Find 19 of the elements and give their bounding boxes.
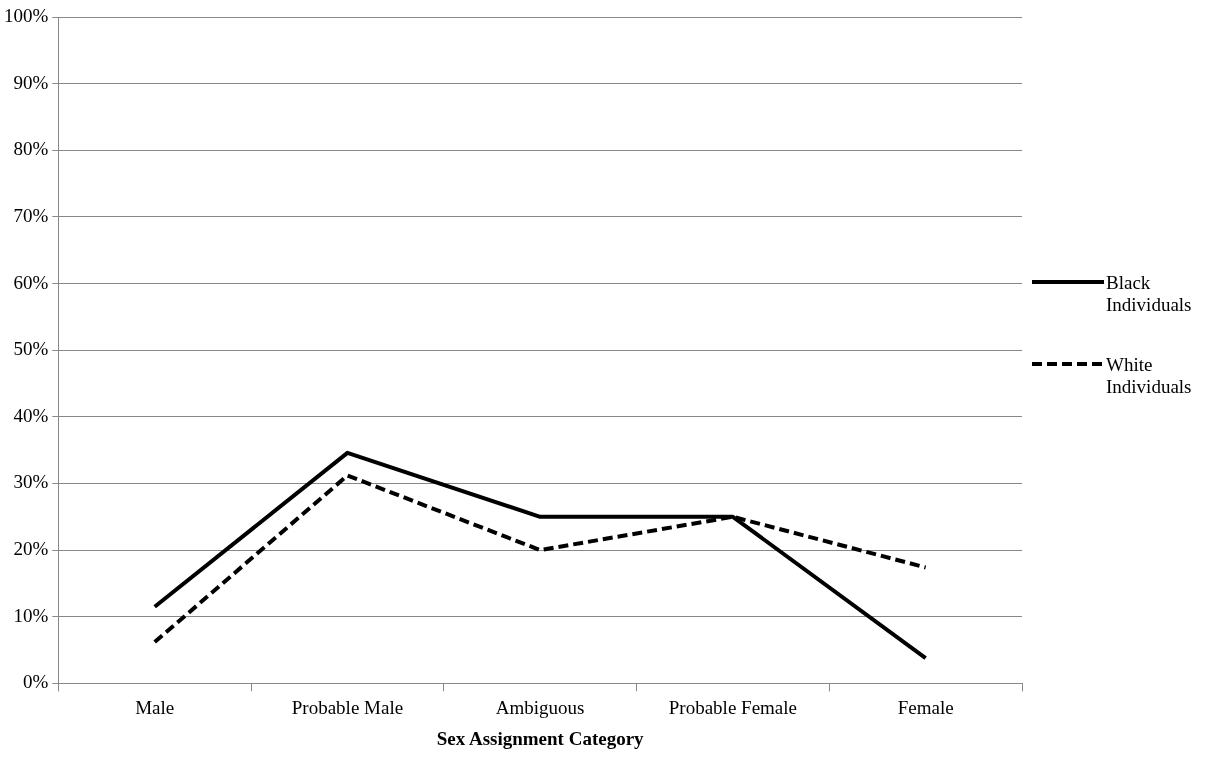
y-tick-label: 60% [13,271,49,293]
x-tick-label: Male [135,696,175,718]
legend-label: Black Individuals [1106,272,1193,316]
y-tick-label: 100% [4,4,49,26]
y-tick-label: 30% [13,471,49,493]
x-tick-label: Female [897,696,954,718]
y-tick-label: 80% [13,138,49,160]
x-tick-label: Probable Male [291,696,404,718]
y-tick-label: 10% [13,604,49,626]
y-tick-label: 0% [23,671,49,693]
legend-label: White Individuals [1106,354,1193,398]
x-tick-label: Probable Female [668,696,798,718]
y-tick-label: 70% [13,204,49,226]
x-tick-label: Ambiguous [495,696,585,718]
y-tick-label: 40% [13,404,49,426]
y-tick-label: 20% [13,538,49,560]
y-tick-label: 90% [13,71,49,93]
y-tick-label: 50% [13,338,49,360]
x-axis-title: Sex Assignment Category [436,727,645,749]
